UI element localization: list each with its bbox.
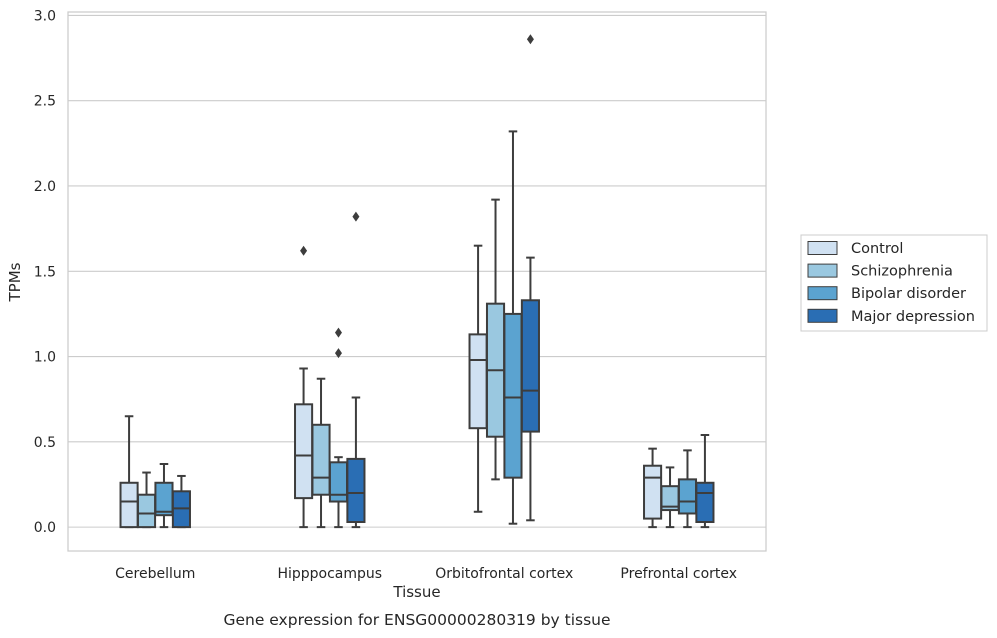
box-body xyxy=(520,299,540,433)
box-body xyxy=(294,403,314,500)
box-body xyxy=(346,457,366,524)
x-tick-label: Prefrontal cortex xyxy=(620,566,737,582)
box-1-2 xyxy=(136,471,157,529)
legend-item: Major depression xyxy=(807,308,975,325)
box-body xyxy=(154,481,174,517)
box-body xyxy=(119,481,139,529)
box-3-3 xyxy=(503,130,523,525)
legend-label: Major depression xyxy=(851,309,975,325)
box-body xyxy=(643,464,663,520)
box-2-1 xyxy=(294,245,314,529)
y-axis-label: TPMs xyxy=(6,262,24,302)
legend: Control Schizophrenia Bipolar disorder Majo… xyxy=(800,234,988,332)
y-tick-label: 1.5 xyxy=(34,264,56,280)
x-tick-label: Orbitofrontal cortex xyxy=(435,566,573,582)
y-tick-label: 2.5 xyxy=(34,94,56,110)
box-2-4 xyxy=(346,211,366,529)
outlier-point xyxy=(526,34,534,45)
legend-swatch xyxy=(807,308,838,323)
box-1-3 xyxy=(154,463,174,529)
outlier-point xyxy=(334,327,342,338)
x-axis-ticks: Cerebellum Hipppocampus Orbitofrontal cort… xyxy=(115,566,737,582)
box-body xyxy=(311,423,331,496)
x-tick-label: Cerebellum xyxy=(115,566,195,582)
box-4-2 xyxy=(660,466,680,529)
outlier-point xyxy=(352,211,360,222)
box-body xyxy=(677,478,698,515)
box-body xyxy=(695,481,715,524)
legend-entries: Control Schizophrenia Bipolar disorder Majo… xyxy=(807,241,975,325)
legend-item: Bipolar disorder xyxy=(807,286,966,302)
y-tick-label: 2.0 xyxy=(34,179,56,195)
y-tick-label: 0.0 xyxy=(34,520,56,536)
box-4-1 xyxy=(643,447,663,529)
legend-swatch xyxy=(807,241,838,255)
box-3-1 xyxy=(468,244,488,513)
outlier-point xyxy=(300,245,308,256)
box-4-3 xyxy=(677,449,698,529)
box-1-4 xyxy=(171,474,191,529)
chart-caption: Gene expression for ENSG00000280319 by t… xyxy=(223,611,610,629)
box-body xyxy=(136,493,157,529)
box-body xyxy=(468,333,488,430)
box-2-2 xyxy=(311,377,331,529)
legend-label: Schizophrenia xyxy=(851,264,953,280)
y-tick-label: 1.0 xyxy=(34,350,56,366)
y-tick-label: 3.0 xyxy=(34,8,56,24)
plot-frame xyxy=(67,11,767,552)
legend-label: Control xyxy=(851,241,903,257)
box-1-1 xyxy=(119,415,139,529)
box-series xyxy=(119,34,715,529)
box-4-4 xyxy=(695,434,715,529)
y-tick-label: 0.5 xyxy=(34,435,56,451)
y-axis-ticks: 0.0 0.5 1.0 1.5 2.0 2.5 3.0 xyxy=(34,8,56,536)
legend-swatch xyxy=(807,286,838,301)
box-body xyxy=(503,312,523,479)
legend-label: Bipolar disorder xyxy=(851,286,966,302)
legend-item: Schizophrenia xyxy=(807,263,953,280)
box-3-2 xyxy=(485,198,506,481)
outlier-point xyxy=(334,348,342,359)
grid-lines xyxy=(68,14,766,528)
x-axis-label: Tissue xyxy=(392,583,440,601)
box-3-4 xyxy=(520,34,540,522)
legend-swatch xyxy=(807,263,838,278)
legend-item: Control xyxy=(807,241,903,257)
x-tick-label: Hipppocampus xyxy=(277,566,382,582)
box-2-3 xyxy=(328,327,349,529)
